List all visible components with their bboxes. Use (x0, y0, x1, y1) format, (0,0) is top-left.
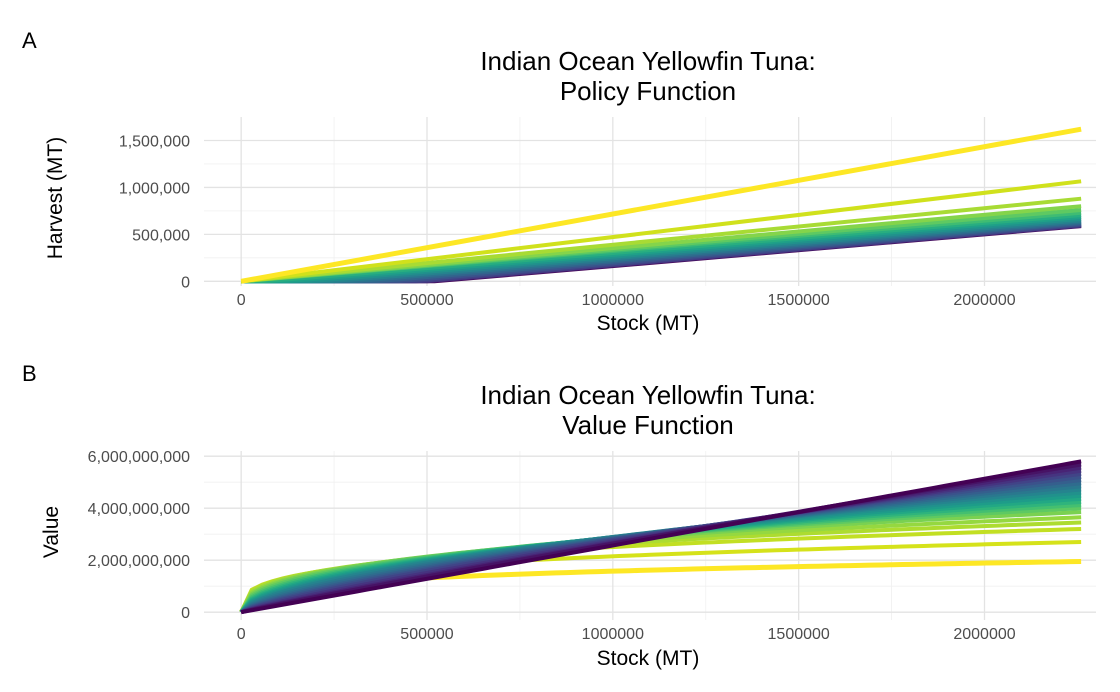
value-function-chart: Indian Ocean Yellowfin Tuna: Value Funct… (40, 380, 1096, 670)
chart-b-title-line-2: Value Function (562, 410, 734, 440)
chart-a-y-tick-label: 0 (181, 274, 190, 291)
chart-a-y-tick-label: 1,500,000 (119, 133, 190, 150)
chart-a-x-tick-label: 0 (237, 292, 246, 309)
chart-b-x-tick-label: 0 (237, 626, 246, 643)
chart-b-x-axis-label: Stock (MT) (597, 647, 700, 670)
panel-b-label: B (22, 361, 37, 386)
chart-a-y-axis-label: Harvest (MT) (44, 137, 67, 260)
chart-a-series-line (240, 126, 1082, 284)
chart-b-x-ticks: 0 500000 1000000 1500000 2000000 (237, 626, 1016, 643)
chart-a-x-tick-label: 2000000 (953, 292, 1015, 309)
chart-a-x-tick-label: 1500000 (768, 292, 830, 309)
panel-a-label: A (22, 28, 37, 53)
chart-a-title-line-1: Indian Ocean Yellowfin Tuna: (480, 46, 815, 76)
chart-a-y-tick-label: 1,000,000 (119, 180, 190, 197)
chart-b-x-tick-label: 2000000 (953, 626, 1015, 643)
chart-a-x-axis-label: Stock (MT) (597, 312, 700, 335)
chart-a-x-tick-label: 500000 (400, 292, 453, 309)
chart-b-y-tick-label: 4,000,000,000 (88, 501, 190, 518)
chart-b-y-ticks: 0 2,000,000,000 4,000,000,000 6,000,000,000 (88, 449, 190, 622)
chart-b-x-tick-label: 500000 (400, 626, 453, 643)
chart-b-y-tick-label: 0 (181, 605, 190, 622)
chart-b-series-group (239, 459, 1082, 615)
policy-function-chart: Indian Ocean Yellowfin Tuna: Policy Func… (44, 46, 1096, 335)
chart-b-y-axis-label: Value (40, 506, 63, 558)
chart-b-title-line-1: Indian Ocean Yellowfin Tuna: (480, 380, 815, 410)
chart-a-x-tick-label: 1000000 (582, 292, 644, 309)
chart-b-series-line (240, 459, 1082, 615)
chart-b-y-tick-label: 2,000,000,000 (88, 553, 190, 570)
chart-b-x-tick-label: 1500000 (768, 626, 830, 643)
chart-a-y-ticks: 0 500,000 1,000,000 1,500,000 (119, 133, 190, 291)
chart-b-x-tick-label: 1000000 (582, 626, 644, 643)
chart-a-title-line-2: Policy Function (560, 76, 736, 106)
chart-a-y-tick-label: 500,000 (132, 227, 190, 244)
chart-a-series-group (240, 126, 1082, 284)
chart-a-series-line (240, 179, 1082, 284)
chart-a-x-ticks: 0 500000 1000000 1500000 2000000 (237, 292, 1016, 309)
chart-a-series-line (240, 196, 1082, 284)
chart-b-y-tick-label: 6,000,000,000 (88, 449, 190, 466)
